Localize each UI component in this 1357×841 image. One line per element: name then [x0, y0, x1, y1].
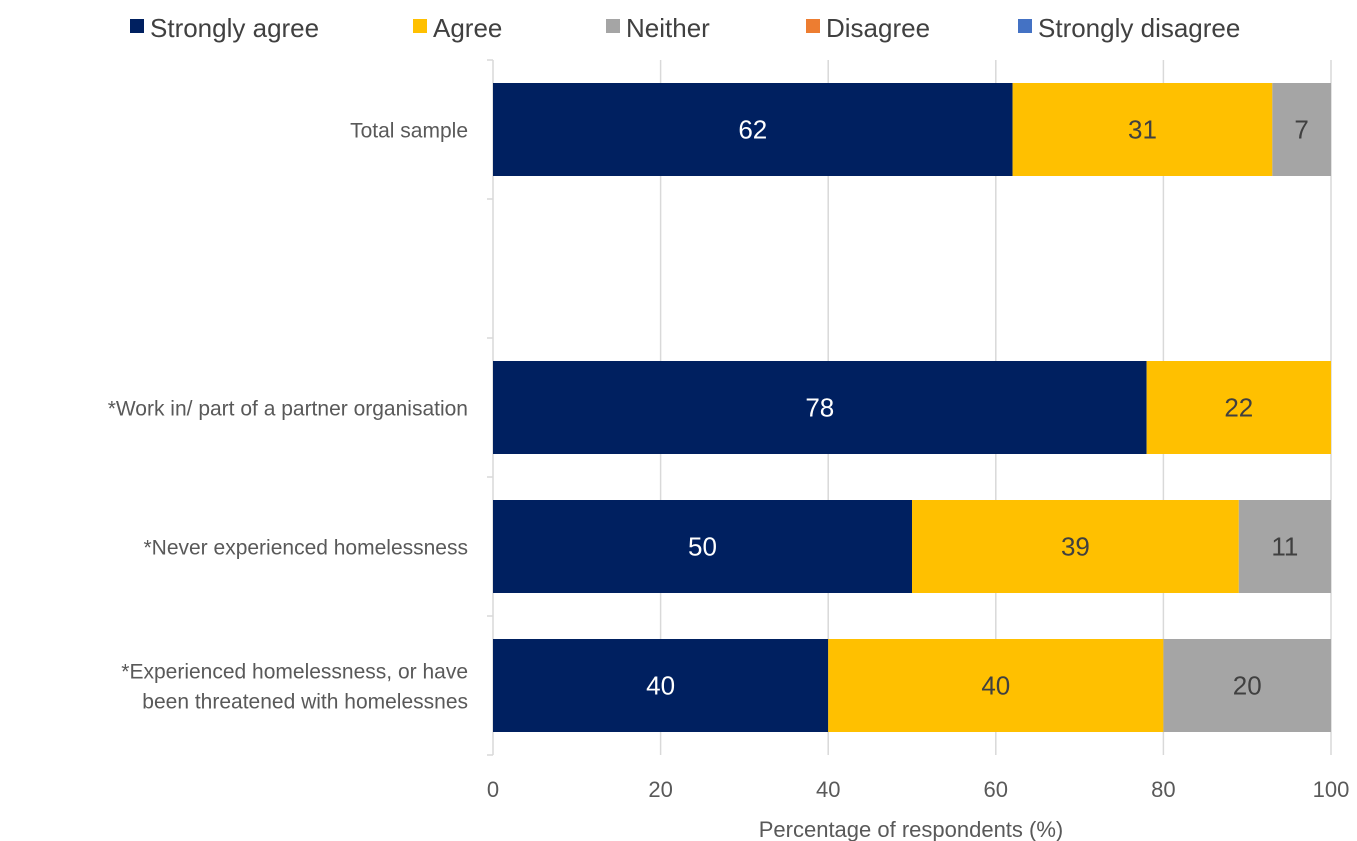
bar-segment — [493, 361, 1147, 454]
data-label: 40 — [981, 671, 1010, 701]
x-tick-label: 20 — [648, 777, 672, 802]
category-labels: Total sample *Work in/ part of a partner … — [108, 120, 468, 714]
bar-segment — [1146, 361, 1331, 454]
data-label: 78 — [805, 393, 834, 423]
legend-swatch — [130, 19, 144, 33]
x-tick-label: 0 — [487, 777, 499, 802]
x-tick-labels: 0 20 40 60 80 100 — [487, 777, 1349, 802]
bars: 62 31 7 78 22 50 39 11 40 40 20 — [493, 83, 1331, 732]
bar-segment — [493, 500, 912, 593]
data-label: 22 — [1224, 393, 1253, 423]
x-tick-label: 40 — [816, 777, 840, 802]
bar-segment — [1012, 83, 1273, 176]
legend-label: Disagree — [826, 13, 930, 43]
legend-swatch — [806, 19, 820, 33]
data-label: 31 — [1128, 115, 1157, 145]
x-tick-label: 80 — [1151, 777, 1175, 802]
data-label: 39 — [1061, 532, 1090, 562]
category-label: *Work in/ part of a partner organisation — [108, 398, 468, 421]
bar-segment — [493, 83, 1013, 176]
legend-swatch — [413, 19, 427, 33]
legend: Strongly agree Agree Neither Disagree Strong… — [130, 13, 1240, 43]
bar-segment — [1272, 83, 1331, 176]
bar-segment — [912, 500, 1239, 593]
x-tick-label: 60 — [984, 777, 1008, 802]
data-label: 62 — [738, 115, 767, 145]
legend-label: Agree — [433, 13, 502, 43]
legend-swatch — [1018, 19, 1032, 33]
bar-segment — [493, 639, 829, 732]
legend-label: Strongly agree — [150, 13, 319, 43]
bar-segment — [1238, 500, 1331, 593]
data-label: 40 — [646, 671, 675, 701]
data-label: 7 — [1294, 115, 1308, 145]
bar-segment — [1163, 639, 1331, 732]
legend-label: Strongly disagree — [1038, 13, 1240, 43]
data-label: 11 — [1271, 532, 1298, 562]
x-axis-title: Percentage of respondents (%) — [759, 817, 1064, 841]
category-label: Total sample — [350, 120, 468, 143]
category-label: *Experienced homelessness, or have been t… — [121, 661, 468, 714]
legend-swatch — [606, 19, 620, 33]
legend-label: Neither — [626, 13, 710, 43]
category-label: *Never experienced homelessness — [143, 537, 468, 560]
bar-segment — [828, 639, 1164, 732]
data-label: 50 — [688, 532, 717, 562]
x-tick-label: 100 — [1313, 777, 1350, 802]
data-label: 20 — [1233, 671, 1262, 701]
